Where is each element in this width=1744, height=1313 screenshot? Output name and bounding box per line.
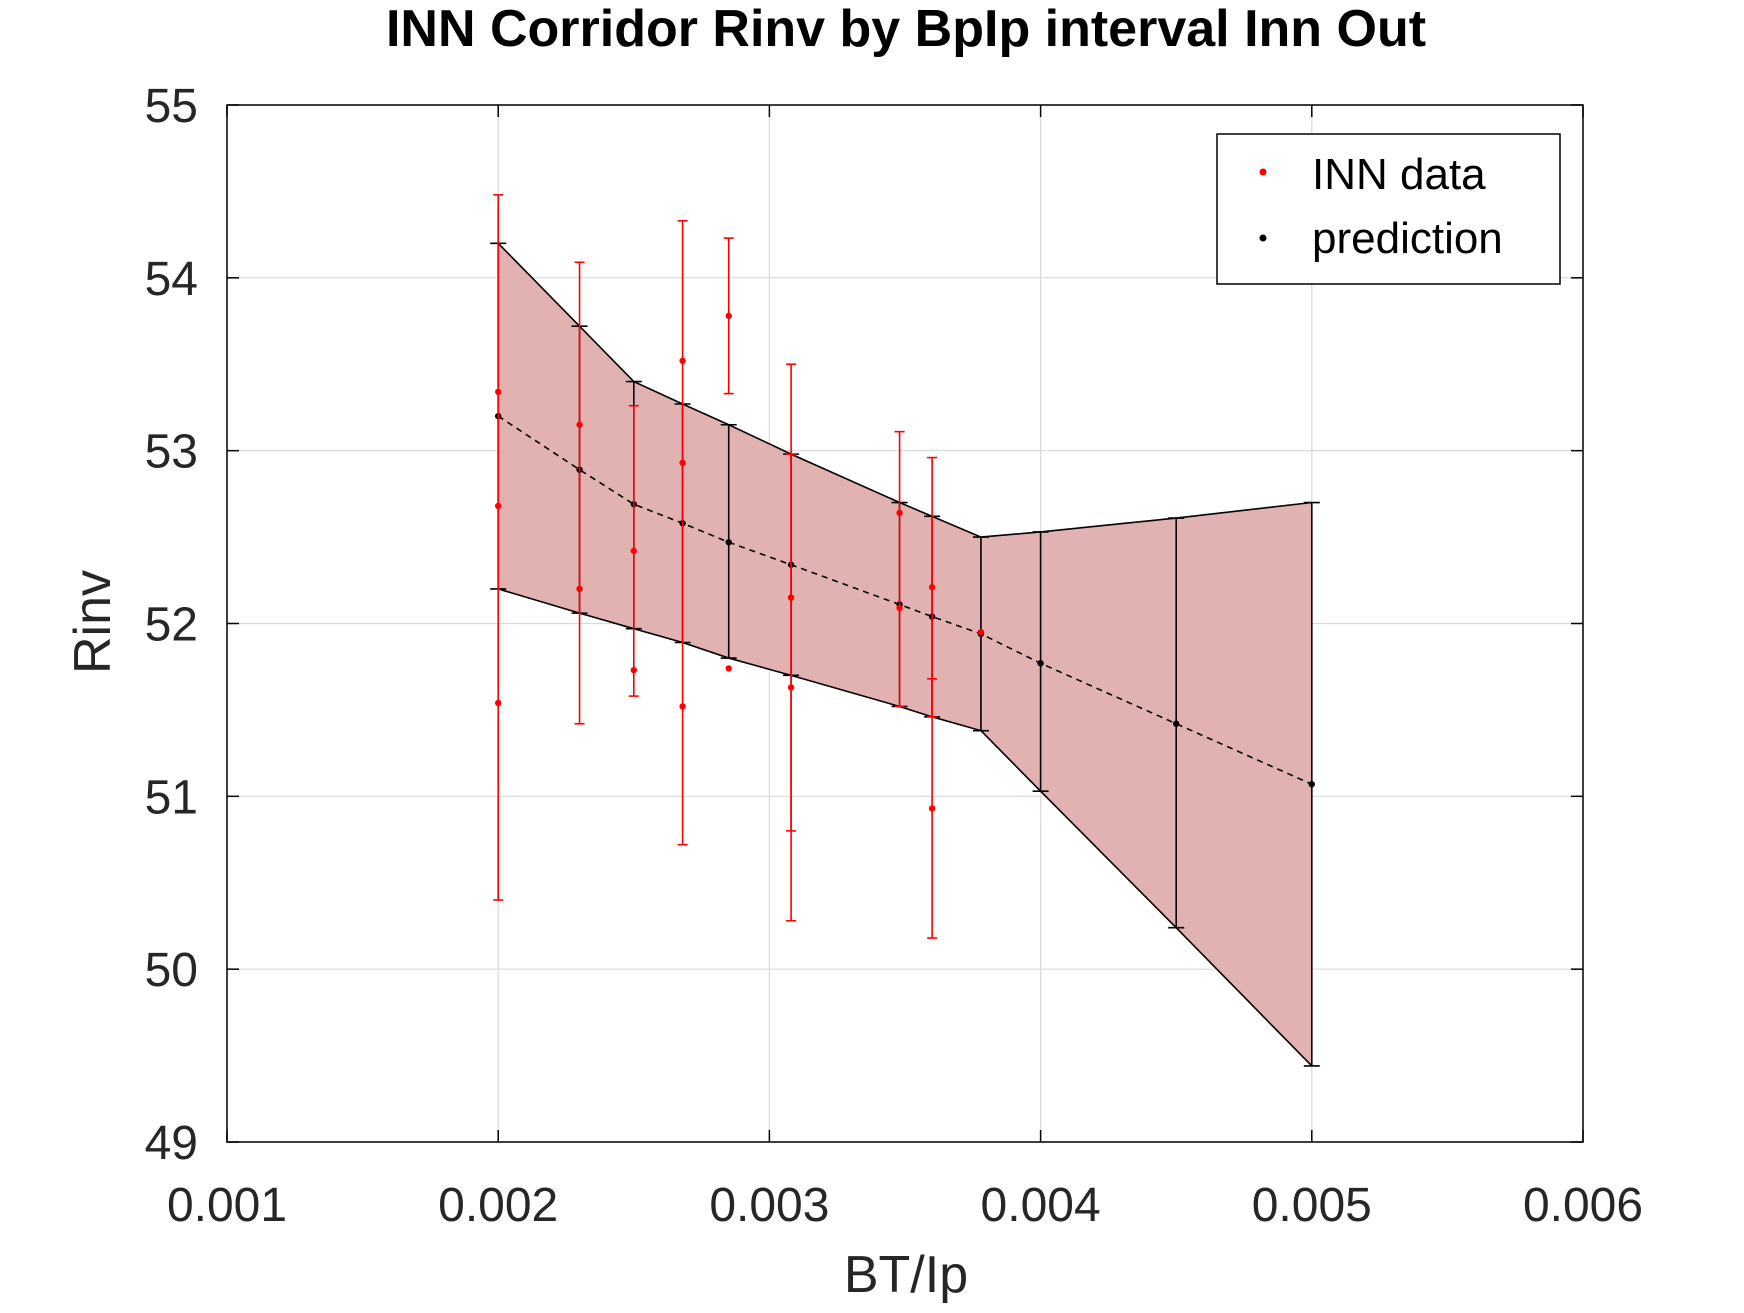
- x-axis-label: BT/Ip: [844, 1246, 968, 1304]
- prediction-lower-bound: [497, 588, 1313, 1067]
- data-point: [928, 805, 936, 812]
- data-point: [787, 684, 795, 691]
- prediction-band: [497, 242, 1313, 1067]
- prediction-point: [1037, 660, 1044, 667]
- x-tick-label: 0.002: [438, 1179, 558, 1232]
- legend-label-data: INN data: [1312, 150, 1486, 199]
- y-tick-label: 54: [145, 253, 198, 306]
- x-tick-label: 0.006: [1523, 1179, 1643, 1232]
- x-tick-labels: 0.001 0.002 0.003 0.004 0.005 0.006: [167, 1179, 1643, 1232]
- data-point: [679, 703, 686, 710]
- data-point: [576, 585, 583, 593]
- data-series: [493, 194, 985, 939]
- prediction-line: [497, 415, 1313, 785]
- y-axis-label: Rinv: [64, 570, 122, 674]
- data-point: [977, 628, 985, 636]
- data-point: [928, 584, 936, 591]
- legend-marker-prediction: [1259, 234, 1267, 242]
- x-tick-label: 0.004: [981, 1179, 1101, 1232]
- prediction-upper-bound: [497, 242, 1312, 538]
- legend-box: [1216, 133, 1561, 285]
- legend-label-prediction: prediction: [1312, 214, 1503, 263]
- data-point: [576, 421, 583, 428]
- axis-ticks: [226, 104, 1584, 1143]
- y-tick-labels: 49 50 51 52 53 54 55: [145, 80, 198, 1170]
- data-point: [896, 604, 903, 612]
- data-point: [630, 666, 637, 674]
- y-tick-label: 53: [145, 426, 198, 479]
- y-tick-label: 50: [145, 944, 198, 997]
- y-tick-label: 52: [145, 599, 198, 652]
- data-point: [896, 509, 903, 517]
- prediction-point: [1308, 781, 1316, 788]
- x-tick-label: 0.003: [709, 1179, 829, 1232]
- legend-marker-data: [1259, 168, 1267, 176]
- y-tick-label: 51: [145, 771, 198, 824]
- data-point: [679, 459, 686, 466]
- data-point: [630, 547, 637, 555]
- x-tick-label: 0.001: [167, 1179, 287, 1232]
- chart-title: INN Corridor Rinv by BpIp interval Inn O…: [386, 0, 1426, 58]
- data-point: [679, 357, 686, 364]
- y-tick-label: 55: [145, 80, 198, 133]
- prediction-point: [725, 539, 732, 546]
- prediction-band-fill: [498, 243, 1312, 1066]
- data-point: [725, 665, 732, 672]
- y-tick-label: 49: [145, 1117, 198, 1170]
- prediction-point: [1173, 720, 1180, 727]
- data-point: [725, 312, 732, 320]
- data-point: [495, 699, 502, 707]
- legend: INN data prediction: [1216, 133, 1561, 285]
- x-tick-label: 0.005: [1252, 1179, 1372, 1232]
